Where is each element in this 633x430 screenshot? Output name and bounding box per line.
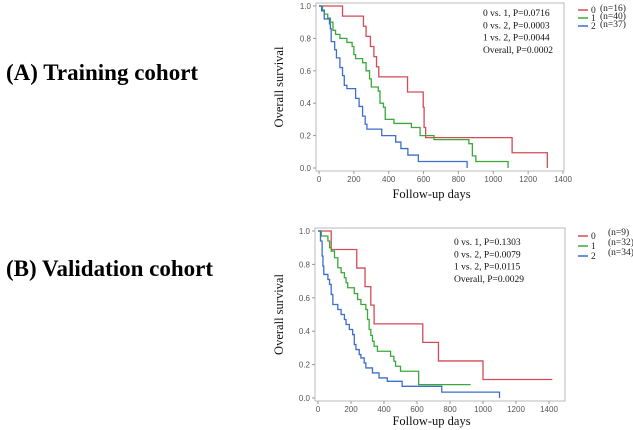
p-value-annotation: 0 vs. 2, P=0.0079 <box>454 250 521 260</box>
y-tick-label: 0.6 <box>299 294 311 303</box>
y-tick-label: 0.4 <box>300 99 312 108</box>
chart-panel-0: 0 200 400 600 800 1000 1200 1400 0.0 0.2 0.4 0.6 0.8… <box>272 2 626 201</box>
y-tick-label: 0.2 <box>299 361 311 370</box>
x-tick-label: 0 <box>316 405 321 414</box>
legend-label-0: 0 <box>591 6 596 16</box>
x-tick-label: 800 <box>443 405 457 414</box>
x-tick-label: 800 <box>452 175 466 184</box>
chart-panel-1: 0 200 400 600 800 1000 1200 1400 0.0 0.2 0.4 0.6 0.8… <box>272 227 633 428</box>
y-axis-label: Overall survival <box>272 274 286 355</box>
y-tick-label: 0.2 <box>300 132 312 141</box>
survival-curve-0 <box>318 230 553 381</box>
plot-frame <box>314 227 566 402</box>
x-tick-label: 600 <box>417 175 431 184</box>
panel-b-title: (B) Validation cohort <box>6 256 214 281</box>
y-tick-label: 0.4 <box>299 327 311 336</box>
panel-a-title: (A) Training cohort <box>6 60 199 85</box>
y-axis-label: Overall survival <box>272 46 286 127</box>
x-tick-label: 600 <box>410 405 424 414</box>
p-value-annotation: 1 vs. 2, P=0.0044 <box>483 34 550 44</box>
x-tick-label: 1000 <box>474 405 492 414</box>
x-tick-label: 1400 <box>554 175 572 184</box>
legend-label-2: 2 <box>591 22 596 32</box>
p-value-annotation: Overall, P=0.0029 <box>454 275 524 285</box>
p-value-annotation: Overall, P=0.0002 <box>483 46 553 56</box>
survival-curve-2 <box>318 230 501 398</box>
x-tick-label: 1200 <box>519 175 537 184</box>
y-tick-label: 0.8 <box>300 34 312 43</box>
x-axis-label: Follow-up days <box>392 414 470 428</box>
legend-n-1: (n=40) <box>600 11 626 22</box>
x-tick-label: 400 <box>377 405 391 414</box>
legend-label-1: 1 <box>591 14 596 24</box>
x-axis-label: Follow-up days <box>392 187 470 201</box>
x-tick-label: 1400 <box>540 405 558 414</box>
p-value-annotation: 0 vs. 2, P=0.0003 <box>483 21 550 31</box>
p-value-annotation: 0 vs. 1, P=0.0716 <box>483 9 550 19</box>
survival-curve-2 <box>319 5 468 168</box>
x-tick-label: 0 <box>317 175 322 184</box>
plot-frame <box>315 2 565 172</box>
y-tick-label: 0.8 <box>299 260 311 269</box>
legend-n-0: (n=9) <box>608 227 629 238</box>
legend-label-2: 2 <box>591 252 596 262</box>
x-tick-label: 400 <box>382 175 396 184</box>
y-tick-label: 0.6 <box>300 67 312 76</box>
legend-label-1: 1 <box>591 242 596 252</box>
legend-n-2: (n=34) <box>608 247 633 258</box>
p-value-annotation: 0 vs. 1, P=0.1303 <box>454 238 521 248</box>
survival-curve-1 <box>318 230 471 386</box>
survival-curve-1 <box>319 5 509 168</box>
x-tick-label: 1000 <box>484 175 502 184</box>
p-value-annotation: 1 vs. 2, P=0.0115 <box>454 263 520 273</box>
y-tick-label: 1.0 <box>300 2 312 11</box>
x-tick-label: 200 <box>347 175 361 184</box>
survival-curve-0 <box>319 5 548 168</box>
x-tick-label: 200 <box>344 405 358 414</box>
y-tick-label: 0.0 <box>300 164 312 173</box>
legend-n-0: (n=16) <box>600 3 626 14</box>
y-tick-label: 0.0 <box>299 394 311 403</box>
legend-label-0: 0 <box>591 232 596 242</box>
y-tick-label: 1.0 <box>299 227 311 236</box>
x-tick-label: 1200 <box>507 405 525 414</box>
legend-n-1: (n=32) <box>608 237 633 248</box>
legend-n-2: (n=37) <box>600 19 626 30</box>
